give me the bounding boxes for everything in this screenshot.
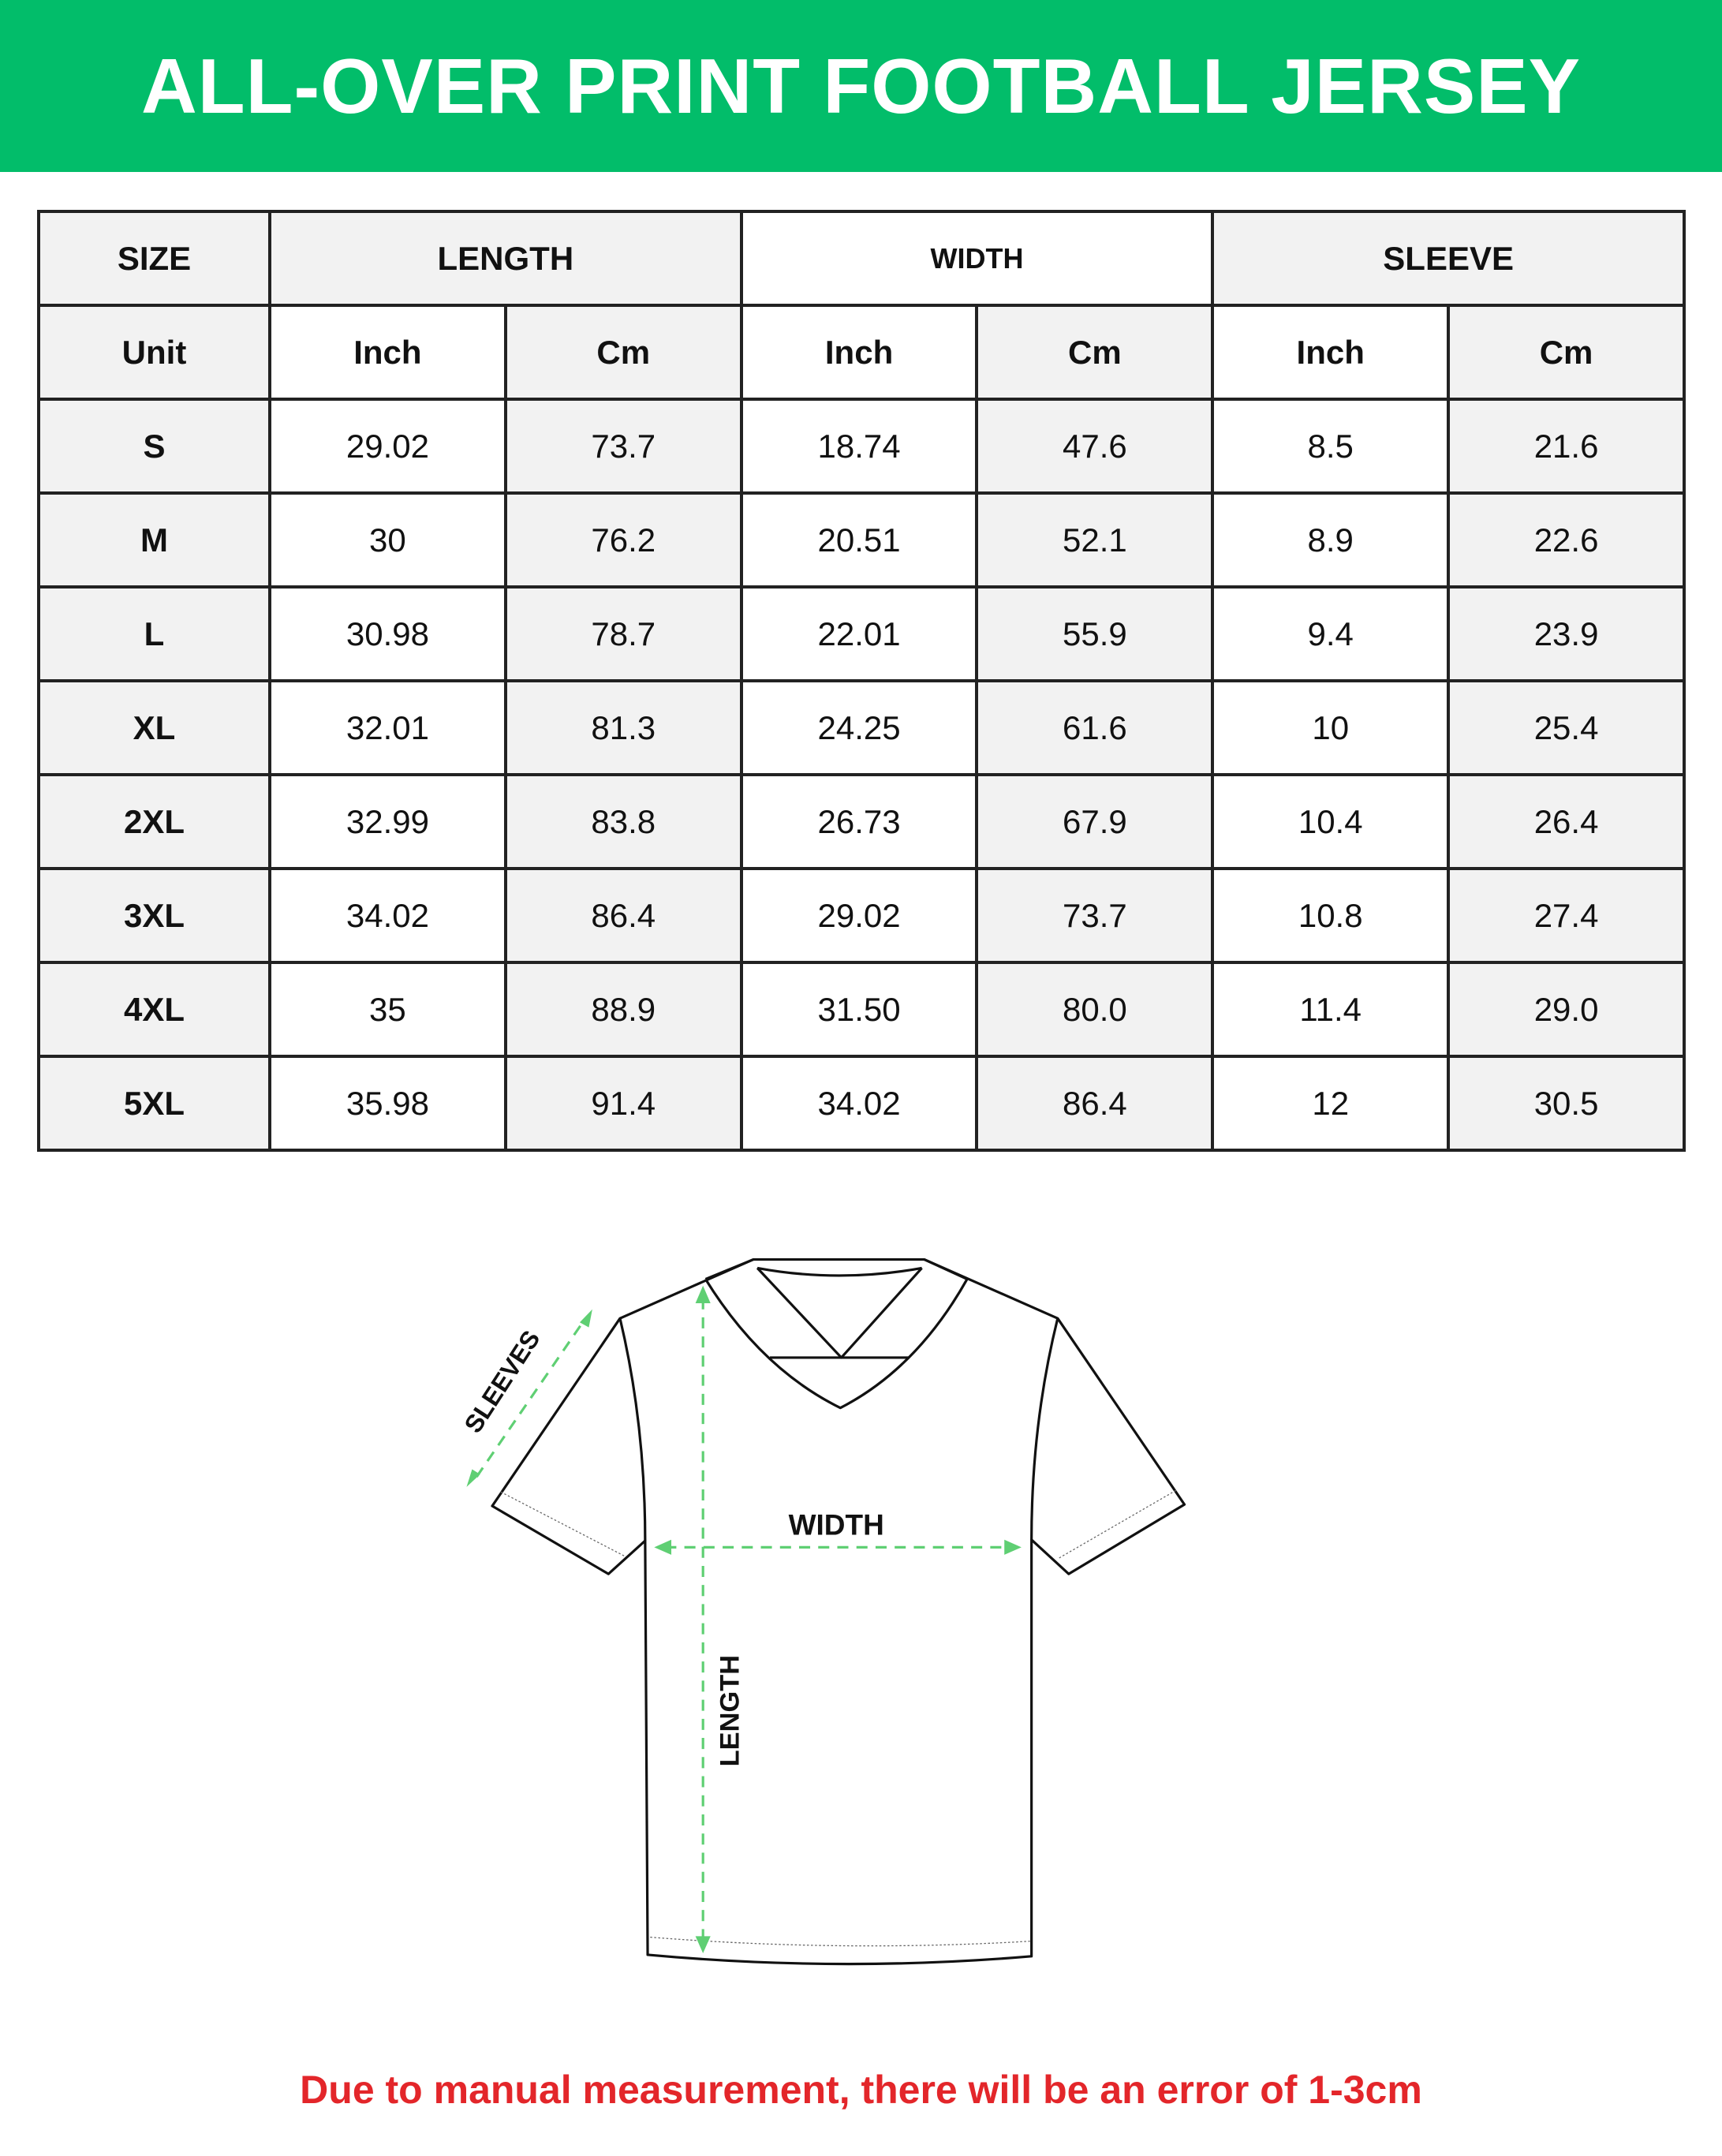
value-cell: 86.4 bbox=[975, 1055, 1215, 1152]
value-cell: 31.50 bbox=[739, 961, 979, 1058]
page-title: ALL-OVER PRINT FOOTBALL JERSEY bbox=[141, 42, 1581, 129]
value-cell: 9.4 bbox=[1211, 585, 1451, 682]
size-cell: S bbox=[37, 398, 271, 495]
value-cell: 78.7 bbox=[503, 585, 743, 682]
header-length: LENGTH bbox=[268, 210, 743, 307]
value-cell: 55.9 bbox=[975, 585, 1215, 682]
table-row: 3XL 34.02 86.4 29.02 73.7 10.8 27.4 bbox=[37, 867, 1686, 964]
value-cell: 22.6 bbox=[1447, 491, 1686, 589]
measurement-arrows bbox=[475, 1298, 1010, 1942]
value-cell: 21.6 bbox=[1447, 398, 1686, 495]
value-cell: 10.4 bbox=[1211, 773, 1451, 870]
value-cell: 30.5 bbox=[1447, 1055, 1686, 1152]
table-row: M 30 76.2 20.51 52.1 8.9 22.6 bbox=[37, 491, 1686, 589]
size-cell: 2XL bbox=[37, 773, 271, 870]
value-cell: 10 bbox=[1211, 679, 1451, 776]
value-cell: Cm bbox=[975, 304, 1215, 401]
value-cell: 29.02 bbox=[739, 867, 979, 964]
value-cell: 88.9 bbox=[503, 961, 743, 1058]
value-cell: 30.98 bbox=[268, 585, 507, 682]
value-cell: 26.4 bbox=[1447, 773, 1686, 870]
table-row: L 30.98 78.7 22.01 55.9 9.4 23.9 bbox=[37, 585, 1686, 682]
value-cell: 29.02 bbox=[268, 398, 507, 495]
value-cell: 73.7 bbox=[975, 867, 1215, 964]
size-cell: M bbox=[37, 491, 271, 589]
table-row: XL 32.01 81.3 24.25 61.6 10 25.4 bbox=[37, 679, 1686, 776]
value-cell: 35.98 bbox=[268, 1055, 507, 1152]
header-width: WIDTH bbox=[739, 210, 1215, 307]
header-sleeve: SLEEVE bbox=[1211, 210, 1686, 307]
size-cell: 5XL bbox=[37, 1055, 271, 1152]
value-cell: 20.51 bbox=[739, 491, 979, 589]
value-cell: 35 bbox=[268, 961, 507, 1058]
value-cell: 34.02 bbox=[268, 867, 507, 964]
value-cell: 26.73 bbox=[739, 773, 979, 870]
value-cell: 18.74 bbox=[739, 398, 979, 495]
size-cell: 4XL bbox=[37, 961, 271, 1058]
table-row: 4XL 35 88.9 31.50 80.0 11.4 29.0 bbox=[37, 961, 1686, 1058]
size-cell: 3XL bbox=[37, 867, 271, 964]
value-cell: 23.9 bbox=[1447, 585, 1686, 682]
value-cell: 10.8 bbox=[1211, 867, 1451, 964]
value-cell: 73.7 bbox=[503, 398, 743, 495]
value-cell: 11.4 bbox=[1211, 961, 1451, 1058]
value-cell: 61.6 bbox=[975, 679, 1215, 776]
value-cell: 91.4 bbox=[503, 1055, 743, 1152]
jersey-diagram: WIDTH LENGTH SLEEVES bbox=[458, 1257, 1186, 1966]
value-cell: 29.0 bbox=[1447, 961, 1686, 1058]
value-cell: 67.9 bbox=[975, 773, 1215, 870]
size-cell: XL bbox=[37, 679, 271, 776]
value-cell: 81.3 bbox=[503, 679, 743, 776]
value-cell: 52.1 bbox=[975, 491, 1215, 589]
measurement-note: Due to manual measurement, there will be… bbox=[300, 2068, 1422, 2112]
value-cell: Inch bbox=[739, 304, 979, 401]
value-cell: 32.99 bbox=[268, 773, 507, 870]
value-cell: 27.4 bbox=[1447, 867, 1686, 964]
value-cell: 24.25 bbox=[739, 679, 979, 776]
value-cell: 12 bbox=[1211, 1055, 1451, 1152]
value-cell: 86.4 bbox=[503, 867, 743, 964]
table-row: S 29.02 73.7 18.74 47.6 8.5 21.6 bbox=[37, 398, 1686, 495]
width-label: WIDTH bbox=[789, 1508, 884, 1541]
value-cell: 47.6 bbox=[975, 398, 1215, 495]
arrow-heads bbox=[466, 1285, 1022, 1954]
value-cell: 34.02 bbox=[739, 1055, 979, 1152]
value-cell: Cm bbox=[503, 304, 743, 401]
value-cell: 25.4 bbox=[1447, 679, 1686, 776]
value-cell: 80.0 bbox=[975, 961, 1215, 1058]
table-row: 2XL 32.99 83.8 26.73 67.9 10.4 26.4 bbox=[37, 773, 1686, 870]
value-cell: Inch bbox=[268, 304, 507, 401]
jersey-outline bbox=[491, 1257, 1186, 1966]
value-cell: 76.2 bbox=[503, 491, 743, 589]
length-label: LENGTH bbox=[715, 1655, 745, 1767]
value-cell: 30 bbox=[268, 491, 507, 589]
value-cell: 83.8 bbox=[503, 773, 743, 870]
value-cell: 8.5 bbox=[1211, 398, 1451, 495]
size-chart-table: SIZE LENGTH WIDTH SLEEVE Unit Inch Cm Inch C… bbox=[37, 210, 1686, 1152]
value-cell: 32.01 bbox=[268, 679, 507, 776]
table-row: 5XL 35.98 91.4 34.02 86.4 12 30.5 bbox=[37, 1055, 1686, 1152]
value-cell: Cm bbox=[1447, 304, 1686, 401]
group-header-row: SIZE LENGTH WIDTH SLEEVE bbox=[37, 210, 1686, 307]
title-banner: ALL-OVER PRINT FOOTBALL JERSEY bbox=[0, 0, 1722, 172]
value-cell: Inch bbox=[1211, 304, 1451, 401]
size-cell: L bbox=[37, 585, 271, 682]
unit-row: Unit Inch Cm Inch Cm Inch Cm bbox=[37, 304, 1686, 401]
value-cell: 22.01 bbox=[739, 585, 979, 682]
sleeves-label: SLEEVES bbox=[458, 1325, 545, 1438]
size-cell: Unit bbox=[37, 304, 271, 401]
stitch-lines bbox=[500, 1489, 1177, 1947]
header-size: SIZE bbox=[37, 210, 271, 307]
value-cell: 8.9 bbox=[1211, 491, 1451, 589]
